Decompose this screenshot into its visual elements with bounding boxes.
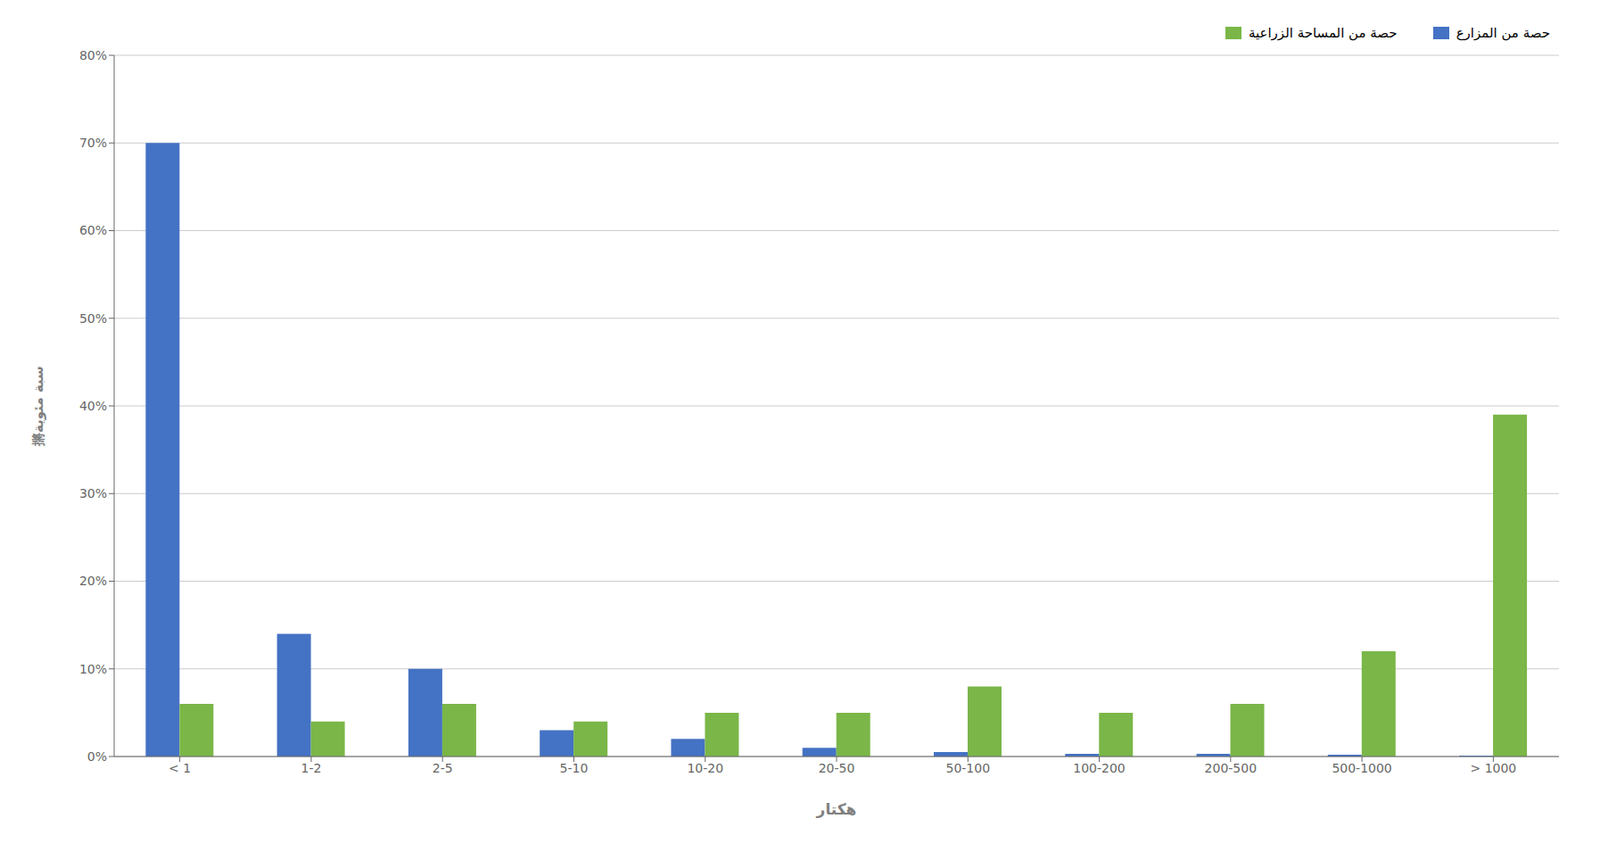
svg-text:10%: 10% (79, 661, 108, 677)
svg-text:20-50: 20-50 (818, 760, 856, 776)
svg-text:70%: 70% (79, 135, 108, 150)
svg-text:200-500: 200-500 (1204, 760, 1258, 776)
svg-text:80%: 80% (79, 48, 108, 63)
html-text:حصة من المزارع: حصة من المزارع (1456, 24, 1551, 42)
svg-text:10-20: 10-20 (686, 760, 724, 776)
svg-text:0%: 0% (87, 749, 108, 764)
svg-text:20%: 20% (79, 573, 108, 588)
svg-text:40%: 40% (79, 398, 108, 413)
svg-text:100-200: 100-200 (1072, 760, 1126, 776)
svg-text:2-5: 2-5 (432, 760, 454, 776)
svg-text:摪سبة مئوية: 摪سبة مئوية (30, 365, 47, 447)
svg-text:50-100: 50-100 (945, 760, 990, 776)
svg-text:> 1000: > 1000 (1469, 760, 1517, 776)
svg-text:هكتار: هكتار (816, 800, 858, 818)
svg-text:60%: 60% (79, 222, 108, 238)
svg-text:1-2: 1-2 (300, 760, 322, 776)
svg-text:< 1: < 1 (168, 760, 191, 776)
svg-text:30%: 30% (79, 486, 108, 501)
svg-text:500-1000: 500-1000 (1331, 760, 1392, 776)
svg-text:5-10: 5-10 (560, 760, 589, 776)
svg-text:50%: 50% (79, 311, 108, 326)
html-text:حصة من المساحة الزراعية: حصة من المساحة الزراعية (1248, 24, 1398, 42)
